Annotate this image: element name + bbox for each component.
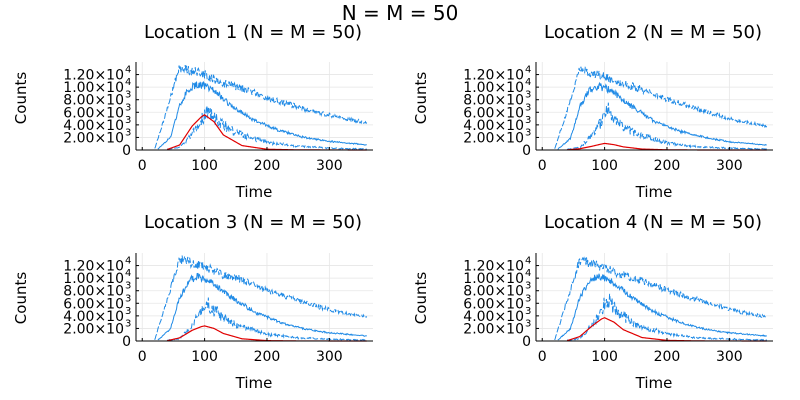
x-axis-label: Time <box>235 374 273 392</box>
y-tick-exponent: 3 <box>525 293 531 304</box>
subplot-location-2: Location 2 (N = M = 50) Time Counts 0 100… <box>412 22 773 201</box>
x-tick-label: 0 <box>138 158 147 174</box>
subplot-location-1: Location 1 (N = M = 50) Time Counts 0 100… <box>12 22 373 201</box>
y-tick-exponent: 3 <box>525 90 531 101</box>
y-tick-exponent: 3 <box>525 306 531 317</box>
y-tick-exponent: 4 <box>125 256 131 267</box>
subplot-title: Location 3 (N = M = 50) <box>144 212 362 233</box>
series-line-median <box>157 80 367 150</box>
y-tick-label: 4.00×10 <box>63 309 124 325</box>
subplot-title: Location 1 (N = M = 50) <box>144 22 362 43</box>
x-tick-label: 300 <box>316 349 343 365</box>
x-tick-label: 100 <box>191 158 218 174</box>
y-tick-exponent: 3 <box>525 115 531 126</box>
x-tick-label: 0 <box>538 158 547 174</box>
series-line-upper <box>554 66 768 149</box>
series-line-upper <box>154 64 368 149</box>
y-tick-exponent: 3 <box>125 318 131 329</box>
y-axis-label: Counts <box>12 272 30 325</box>
y-tick-label: 0 <box>522 334 531 350</box>
x-tick-label: 0 <box>138 349 147 365</box>
y-tick-exponent: 3 <box>125 127 131 138</box>
y-tick-exponent: 3 <box>125 90 131 101</box>
y-tick-label: 4.00×10 <box>463 118 524 134</box>
x-tick-label: 100 <box>591 349 618 365</box>
series-line-lower <box>566 102 767 150</box>
y-tick-label: 4.00×10 <box>463 309 524 325</box>
y-tick-label: 8.00×10 <box>463 284 524 300</box>
x-axis-label: Time <box>635 374 673 392</box>
y-tick-label: 4.00×10 <box>63 118 124 134</box>
y-tick-exponent: 3 <box>525 281 531 292</box>
series-line-lower <box>567 293 768 342</box>
y-axis-label: Counts <box>412 72 430 125</box>
y-tick-label: 2.00×10 <box>463 321 524 337</box>
y-tick-label: 1.20×10 <box>463 259 524 275</box>
y-tick-label: 0 <box>122 143 131 159</box>
x-tick-label: 100 <box>191 349 218 365</box>
y-tick-label: 0 <box>522 143 531 159</box>
y-tick-label: 6.00×10 <box>63 105 124 121</box>
series-line-upper <box>554 256 768 341</box>
y-tick-exponent: 3 <box>125 102 131 113</box>
series-line-upper <box>154 255 368 341</box>
y-tick-label: 1.20×10 <box>463 68 524 84</box>
series-line-lower <box>167 105 367 151</box>
figure-suptitle: N = M = 50 <box>342 1 459 25</box>
y-tick-label: 1.00×10 <box>63 80 124 96</box>
x-tick-label: 300 <box>716 349 743 365</box>
y-tick-exponent: 4 <box>125 77 131 88</box>
y-tick-exponent: 3 <box>125 281 131 292</box>
y-tick-label: 8.00×10 <box>63 284 124 300</box>
y-tick-label: 6.00×10 <box>63 296 124 312</box>
y-tick-label: 1.00×10 <box>463 80 524 96</box>
x-tick-label: 200 <box>654 158 681 174</box>
y-tick-exponent: 3 <box>525 102 531 113</box>
subplot-location-3: Location 3 (N = M = 50) Time Counts 0 100… <box>12 212 373 392</box>
y-tick-exponent: 3 <box>125 115 131 126</box>
x-tick-label: 200 <box>254 158 281 174</box>
y-tick-exponent: 3 <box>525 318 531 329</box>
y-tick-label: 8.00×10 <box>463 93 524 109</box>
x-tick-label: 300 <box>716 158 743 174</box>
y-tick-exponent: 4 <box>125 268 131 279</box>
x-tick-label: 200 <box>254 349 281 365</box>
y-tick-label: 2.00×10 <box>63 130 124 146</box>
y-tick-exponent: 4 <box>525 65 531 76</box>
x-tick-label: 100 <box>591 158 618 174</box>
x-tick-label: 0 <box>538 349 547 365</box>
y-tick-label: 2.00×10 <box>63 321 124 337</box>
x-tick-label: 200 <box>654 349 681 365</box>
y-tick-label: 0 <box>122 334 131 350</box>
y-tick-exponent: 4 <box>525 77 531 88</box>
series-line-median <box>557 273 768 341</box>
y-tick-label: 2.00×10 <box>463 130 524 146</box>
y-tick-exponent: 3 <box>525 127 531 138</box>
y-tick-label: 6.00×10 <box>463 105 524 121</box>
y-tick-exponent: 4 <box>125 65 131 76</box>
y-tick-label: 6.00×10 <box>463 296 524 312</box>
y-tick-label: 1.00×10 <box>63 271 124 287</box>
x-axis-label: Time <box>235 183 273 201</box>
subplot-title: Location 2 (N = M = 50) <box>544 22 762 43</box>
y-axis-label: Counts <box>12 72 30 125</box>
y-tick-exponent: 4 <box>525 256 531 267</box>
series-line-median <box>157 272 367 341</box>
x-axis-label: Time <box>635 183 673 201</box>
y-axis-label: Counts <box>412 272 430 325</box>
subplot-title: Location 4 (N = M = 50) <box>544 212 762 233</box>
y-tick-label: 8.00×10 <box>63 93 124 109</box>
y-tick-exponent: 4 <box>525 268 531 279</box>
subplot-location-4: Location 4 (N = M = 50) Time Counts 0 100… <box>412 212 773 392</box>
series-line-median <box>557 81 767 150</box>
series-line-lower <box>166 297 367 342</box>
y-tick-label: 1.20×10 <box>63 68 124 84</box>
y-tick-exponent: 3 <box>125 306 131 317</box>
y-tick-exponent: 3 <box>125 293 131 304</box>
x-tick-label: 300 <box>316 158 343 174</box>
y-tick-label: 1.20×10 <box>63 259 124 275</box>
y-tick-label: 1.00×10 <box>463 271 524 287</box>
